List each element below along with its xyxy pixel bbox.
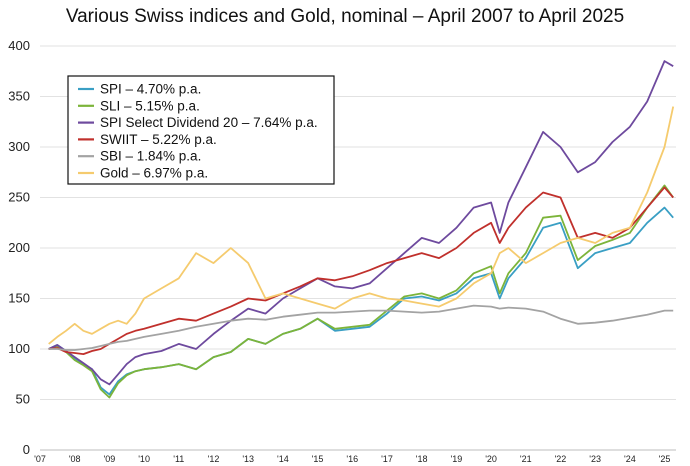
y-tick-label: 50 xyxy=(16,392,30,407)
x-tick-label: '18 xyxy=(416,454,428,464)
x-tick-label: '23 xyxy=(589,454,601,464)
x-tick-label: '12 xyxy=(208,454,220,464)
series-line-4 xyxy=(48,304,674,351)
y-tick-label: 0 xyxy=(23,442,30,457)
series-line-5 xyxy=(48,106,675,345)
x-tick-label: '20 xyxy=(485,454,497,464)
x-tick-label: '21 xyxy=(520,454,532,464)
legend-box xyxy=(67,75,335,185)
x-tick-label: '11 xyxy=(173,454,184,464)
x-tick-label: '10 xyxy=(138,454,150,464)
y-tick-label: 100 xyxy=(8,341,30,356)
y-axis-ticks: 0 50 100 150 200 250 300 350 400 xyxy=(8,38,30,457)
legend-label: SPI Select Dividend 20 – 7.64% p.a. xyxy=(100,115,318,130)
y-tick-label: 300 xyxy=(8,139,30,154)
legend-label: SWIIT – 5.22% p.a. xyxy=(100,132,217,147)
x-tick-label: '16 xyxy=(346,454,358,464)
x-tick-label: '22 xyxy=(555,454,567,464)
series-line-3 xyxy=(48,186,674,356)
legend-label: SBI – 1.84% p.a. xyxy=(100,149,201,164)
y-tick-label: 400 xyxy=(8,38,30,53)
series-line-2 xyxy=(48,60,674,386)
series-lines xyxy=(48,60,675,399)
x-tick-label: '17 xyxy=(381,454,393,464)
x-tick-label: '14 xyxy=(277,454,289,464)
x-tick-label: '13 xyxy=(242,454,254,464)
x-tick-label: '09 xyxy=(104,454,116,464)
y-tick-label: 250 xyxy=(8,190,30,205)
chart-title: Various Swiss indices and Gold, nominal … xyxy=(65,6,625,27)
x-tick-label: '24 xyxy=(624,454,636,464)
x-tick-label: '19 xyxy=(450,454,462,464)
x-tick-label: '25 xyxy=(659,454,671,464)
y-tick-label: 150 xyxy=(8,291,30,306)
x-axis-ticks: '07 '08 '09 '10 '11 '12 '13 '14 '15 '16 '17 '18 '19 '… xyxy=(34,454,670,464)
legend-label: SPI – 4.70% p.a. xyxy=(100,82,201,97)
grid-lines xyxy=(40,45,676,451)
legend: SPI – 4.70% p.a.SLI – 5.15% p.a. SPI Sele… xyxy=(67,75,335,185)
y-tick-label: 350 xyxy=(8,89,30,104)
legend-label: SLI – 5.15% p.a. xyxy=(100,98,200,113)
x-tick-label: '08 xyxy=(69,454,81,464)
x-tick-label: '07 xyxy=(34,454,46,464)
series-line-1 xyxy=(48,184,674,399)
legend-label: Gold – 6.97% p.a. xyxy=(100,166,208,181)
y-tick-label: 200 xyxy=(8,240,30,255)
x-tick-label: '15 xyxy=(312,454,324,464)
